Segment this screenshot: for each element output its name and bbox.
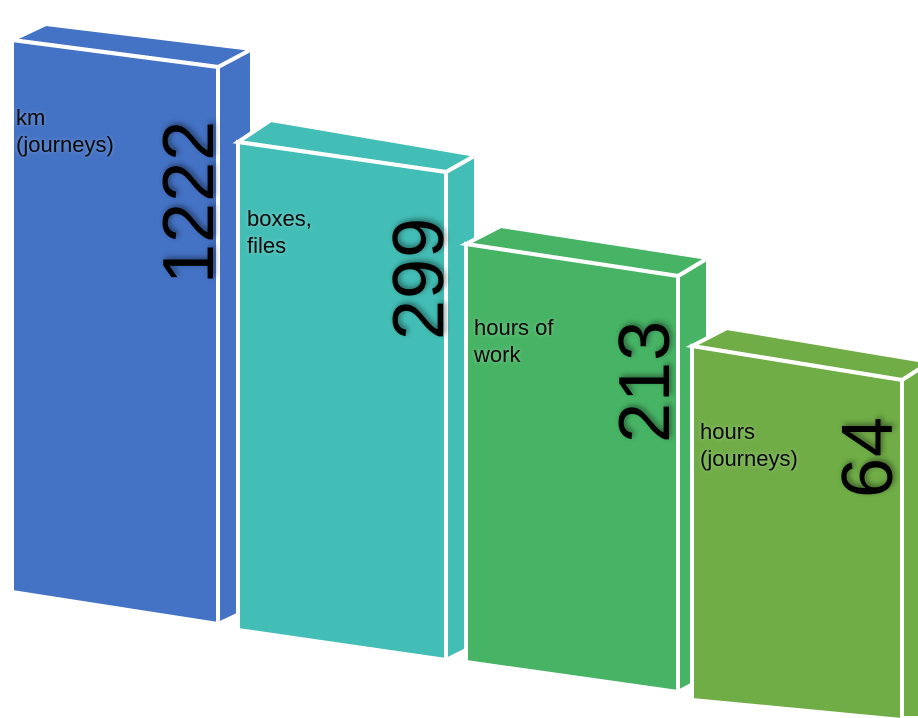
label-boxes-files: boxes, files [247, 206, 312, 258]
box-boxes-files-front [236, 139, 448, 663]
box-hours-of-work [459, 223, 714, 696]
label-hours-of-work: hours of work [474, 315, 554, 367]
label-km-journeys: km (journeys) [16, 105, 114, 157]
box-hours-of-work-front [464, 241, 680, 695]
value-km-journeys: 1222 [149, 119, 229, 284]
value-hours-of-work: 213 [605, 319, 685, 443]
label-hours-journeys: hours (journeys) [700, 419, 798, 471]
value-hours-journeys: 64 [828, 415, 908, 498]
box-hours-journeys [685, 325, 918, 718]
value-boxes-files: 299 [379, 216, 459, 340]
box-boxes-files [232, 117, 482, 664]
box-km-journeys-front [10, 37, 220, 627]
box-hours-journeys-front [690, 343, 904, 718]
